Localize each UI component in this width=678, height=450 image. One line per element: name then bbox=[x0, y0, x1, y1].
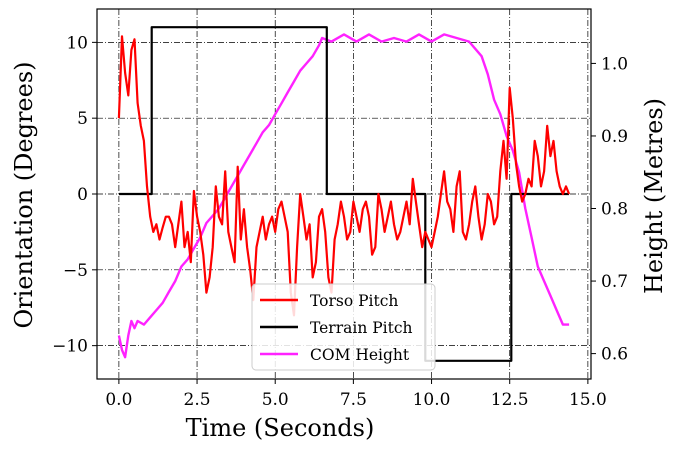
series-line-com-height bbox=[117, 33, 570, 359]
x-axis-label: Time (Seconds) bbox=[186, 414, 375, 442]
y-tick-label-right: 0.9 bbox=[601, 127, 628, 147]
y-tick-label-left: 5 bbox=[77, 109, 88, 129]
y-axis-label-left: Orientation (Degrees) bbox=[10, 61, 38, 328]
y-ticks-right: 0.6 0.7 0.8 0.9 1.0 bbox=[591, 54, 628, 365]
y-axis-label-right: Height (Metres) bbox=[640, 98, 668, 294]
y-tick-label-right: 0.6 bbox=[601, 345, 628, 365]
legend-label-terrain-pitch: Terrain Pitch bbox=[310, 319, 413, 337]
legend-label-com-height: COM Height bbox=[310, 346, 410, 364]
y-tick-label-left: −10 bbox=[52, 337, 88, 357]
x-tick-label: 0.0 bbox=[105, 390, 132, 410]
legend-label-torso-pitch: Torso Pitch bbox=[310, 292, 398, 310]
y-ticks-left: −10 −5 0 5 10 bbox=[52, 33, 97, 357]
y-tick-label-left: 0 bbox=[77, 185, 88, 205]
series-line-terrain-pitch bbox=[118, 26, 570, 362]
series-line-torso-pitch bbox=[117, 35, 571, 317]
x-tick-label: 10.0 bbox=[413, 390, 451, 410]
y-tick-label-right: 0.8 bbox=[601, 200, 628, 220]
y-tick-label-right: 1.0 bbox=[601, 54, 628, 74]
x-tick-label: 5.0 bbox=[262, 390, 289, 410]
y-tick-label-left: −5 bbox=[63, 261, 88, 281]
plot-lines bbox=[117, 26, 571, 362]
x-tick-label: 7.5 bbox=[340, 390, 367, 410]
x-tick-label: 15.0 bbox=[569, 390, 607, 410]
legend-box bbox=[251, 283, 436, 371]
x-tick-label: 12.5 bbox=[491, 390, 529, 410]
y-tick-label-left: 10 bbox=[66, 33, 88, 53]
y-tick-label-right: 0.7 bbox=[601, 272, 628, 292]
legend: Torso Pitch Terrain Pitch COM Height bbox=[251, 283, 436, 371]
x-tick-label: 2.5 bbox=[184, 390, 211, 410]
x-ticks: 0.0 2.5 5.0 7.5 10.0 12.5 15.0 bbox=[105, 379, 607, 410]
